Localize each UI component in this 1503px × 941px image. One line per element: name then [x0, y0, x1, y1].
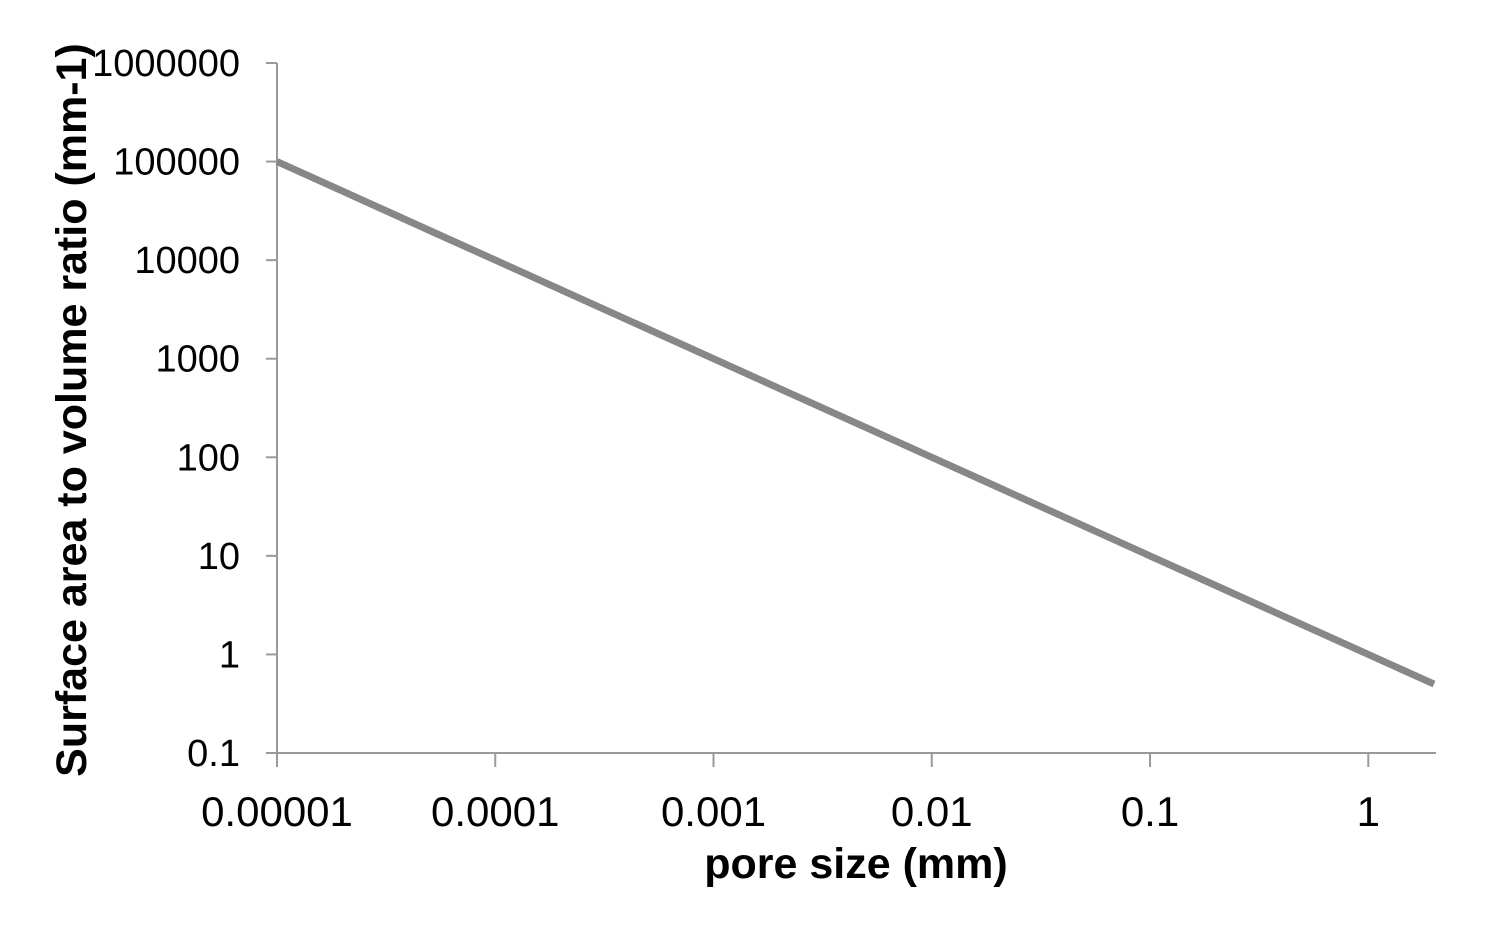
data-line — [275, 158, 1436, 688]
y-tick-label: 10 — [198, 536, 240, 578]
x-axis-title: pore size (mm) — [704, 840, 1008, 888]
y-tick-label: 0.1 — [187, 733, 240, 775]
y-tick-label: 1000000 — [92, 43, 240, 85]
x-tick-label: 0.001 — [661, 788, 766, 835]
y-axis-title: Surface area to volume ratio (mm-1) — [48, 43, 96, 777]
x-tick-label: 0.0001 — [431, 788, 559, 835]
y-tick-label: 1 — [219, 634, 240, 676]
y-tick-label: 1000 — [155, 339, 240, 381]
x-tick-label: 0.01 — [891, 788, 973, 835]
y-tick-label: 100 — [177, 437, 240, 479]
x-tick-label: 0.1 — [1121, 788, 1179, 835]
x-tick-label: 1 — [1357, 788, 1380, 835]
y-tick-label: 10000 — [134, 240, 240, 282]
x-tick-label: 0.00001 — [201, 788, 353, 835]
y-tick-label: 100000 — [113, 142, 240, 184]
